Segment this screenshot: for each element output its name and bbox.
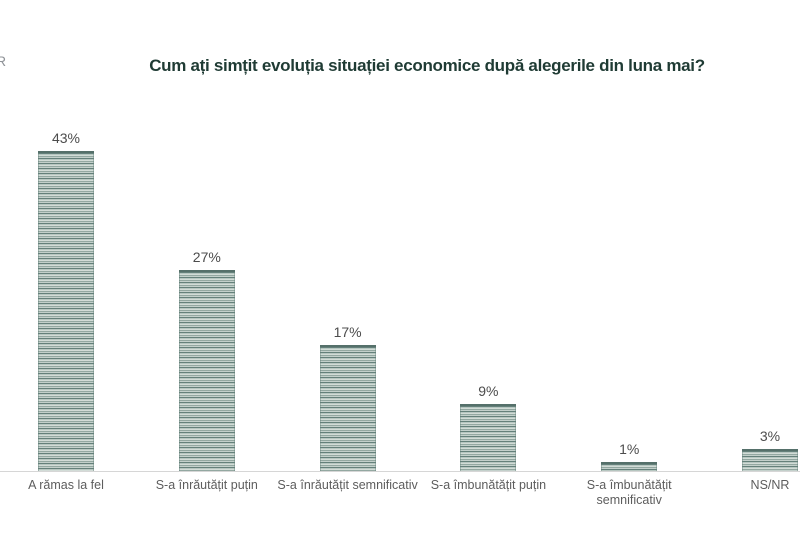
bar-category-label: S-a îmbunătățit semnificativ <box>586 478 672 507</box>
bar <box>460 404 517 471</box>
bar <box>319 345 376 471</box>
bar-value-label: 9% <box>478 383 499 399</box>
bar-category-label: S-a înrăutățit puțin <box>155 478 258 492</box>
x-axis-line <box>0 471 800 472</box>
bar <box>742 449 798 471</box>
bar-category-label: A rămas la fel <box>28 478 104 492</box>
chart-title: Cum ați simțit evoluția situației econom… <box>149 56 705 75</box>
bar-value-label: 43% <box>51 130 81 146</box>
bar <box>178 270 235 471</box>
bar <box>601 462 658 471</box>
bar-value-label: 27% <box>192 249 221 265</box>
bar-category-label: S-a îmbunătățit puțin <box>430 478 547 492</box>
bar <box>38 151 94 471</box>
bar-category-label: S-a înrăutățit semnificativ <box>277 478 418 492</box>
bar-category-label: NS/NR <box>750 478 790 492</box>
bar-value-label: 1% <box>619 441 640 457</box>
logo-fragment: R <box>0 53 8 69</box>
bar-value-label: 3% <box>759 428 781 444</box>
bar-value-label: 17% <box>333 324 362 340</box>
